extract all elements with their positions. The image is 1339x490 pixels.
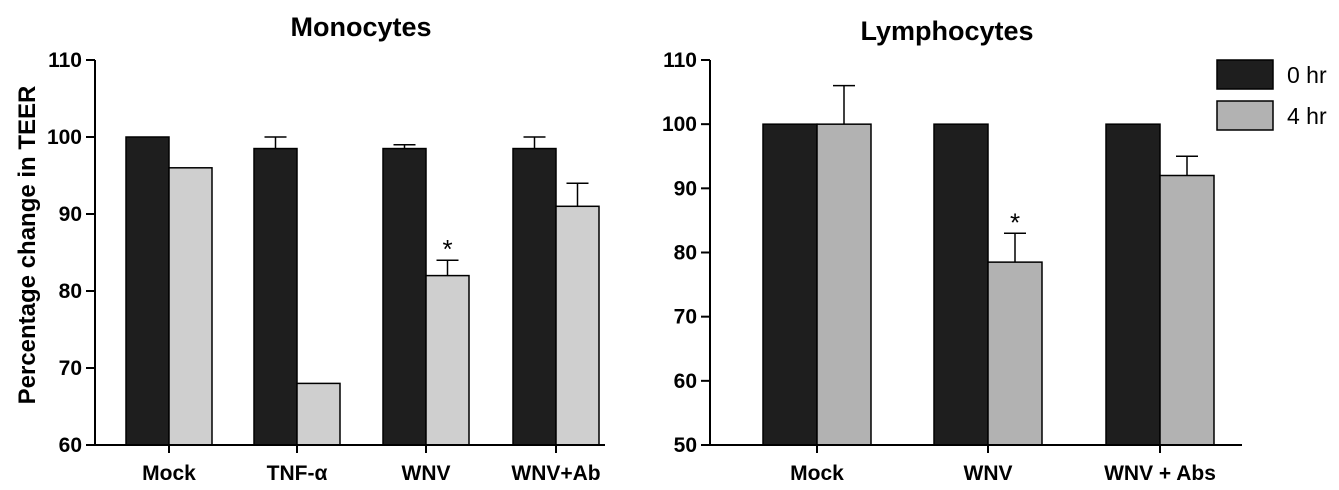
y-tick-label: 110: [48, 49, 82, 72]
y-tick-label: 70: [674, 306, 697, 329]
bar-wnv-abs-0-hr: [1105, 123, 1161, 446]
y-tick-label: 90: [59, 203, 82, 226]
y-tick-label: 110: [663, 49, 697, 72]
bar-mock-0-hr: [762, 123, 818, 446]
y-tick-label: 80: [674, 242, 697, 265]
bar-wnv-0-hr: [933, 123, 989, 446]
bar-wnv-abs-4-hr: [1159, 174, 1215, 446]
legend: 0 hr 4 hr: [1216, 59, 1327, 131]
y-tick-label: 50: [674, 434, 697, 457]
legend-label-4hr: 4 hr: [1287, 103, 1327, 129]
bar-tnf-4-hr: [296, 382, 341, 446]
y-tick-label: 100: [662, 113, 697, 136]
bar-wnv-4-hr: [425, 274, 470, 446]
bar-wnv-4-hr: [987, 261, 1043, 446]
bar-wnv-ab-0-hr: [512, 147, 557, 446]
y-tick-label: 60: [674, 370, 697, 393]
x-tick-label-wnv-ab: WNV+Ab: [511, 462, 600, 485]
monocytes-chart: Monocytes Percentage change in TEER * 60 7…: [14, 12, 605, 485]
significance-marker: *: [442, 234, 452, 264]
y-tick-label: 70: [59, 357, 82, 380]
y-tick-label: 100: [47, 126, 82, 149]
x-tick-label-wnv-abs: WNV + Abs: [1104, 462, 1216, 485]
x-tick-label-mock: Mock: [142, 462, 196, 485]
legend-label-0hr: 0 hr: [1287, 62, 1327, 88]
bar-wnv-ab-4-hr: [555, 205, 600, 446]
y-axis-label: Percentage change in TEER: [14, 86, 41, 405]
x-tick-label-wnv: WNV: [402, 462, 451, 485]
y-tick-label: 80: [59, 280, 82, 303]
chart-title-monocytes: Monocytes: [290, 12, 431, 42]
legend-swatch-4hr: [1216, 100, 1274, 131]
bar-wnv-0-hr: [382, 147, 427, 446]
bar-mock-4-hr: [168, 167, 213, 446]
bar-tnf-0-hr: [253, 147, 298, 446]
lymphocytes-chart: Lymphocytes * 50 60 70 80 90 100 110 Mock WNV WNV …: [662, 16, 1327, 485]
y-tick-label: 60: [59, 434, 82, 457]
lymphocytes-plot-area: * 50 60 70 80 90 100 110 Mock WNV WNV + Abs: [662, 49, 1242, 485]
monocytes-plot-area: * 60 70 80 90 100 110 Mock TNF-α WNV WNV+Ab: [47, 49, 605, 485]
bar-mock-0-hr: [125, 136, 170, 446]
bar-mock-4-hr: [816, 123, 872, 446]
y-tick-label: 90: [674, 177, 697, 200]
x-tick-label-mock: Mock: [790, 462, 844, 485]
x-tick-label-tnf: TNF-α: [267, 462, 328, 485]
chart-title-lymphocytes: Lymphocytes: [860, 16, 1033, 46]
x-tick-label-wnv: WNV: [964, 462, 1013, 485]
significance-marker: *: [1010, 207, 1020, 237]
legend-swatch-0hr: [1216, 59, 1274, 90]
